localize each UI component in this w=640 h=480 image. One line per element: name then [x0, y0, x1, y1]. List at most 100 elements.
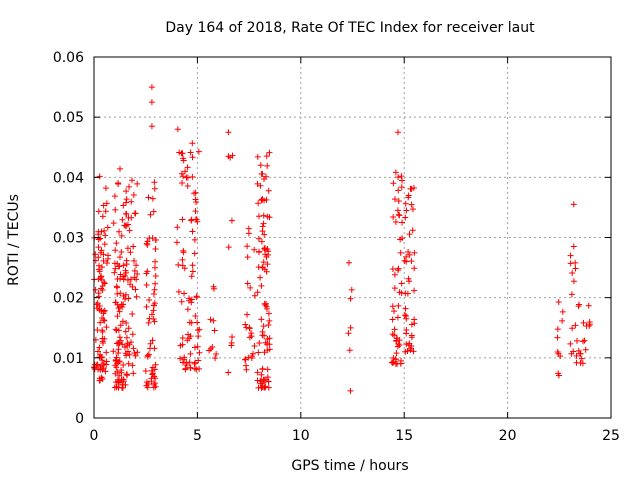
data-point [396, 212, 403, 219]
data-point [123, 320, 130, 327]
data-point [246, 325, 253, 332]
data-point [264, 162, 271, 169]
chart-title: Day 164 of 2018, Rate Of TEC Index for r… [165, 20, 535, 36]
data-point [95, 262, 102, 269]
data-point [260, 212, 267, 219]
data-point [411, 249, 418, 256]
data-point [411, 265, 418, 272]
data-point [188, 296, 195, 303]
data-point [101, 307, 108, 314]
data-point [261, 376, 268, 383]
data-point [193, 294, 200, 301]
data-point [567, 340, 574, 347]
data-point [244, 254, 251, 261]
data-point [255, 213, 262, 220]
data-point [225, 244, 232, 251]
data-point [92, 251, 99, 258]
data-point [229, 152, 236, 159]
data-point [264, 261, 271, 268]
data-point [255, 264, 262, 271]
data-point [117, 322, 124, 329]
data-point [111, 269, 118, 276]
data-point [261, 247, 268, 254]
data-point [131, 210, 138, 217]
data-point [116, 372, 123, 379]
data-point [229, 334, 236, 341]
data-point [115, 263, 122, 270]
data-point [100, 257, 107, 264]
y-tick-label: 0.05 [53, 110, 84, 126]
data-point [179, 262, 186, 269]
data-point [128, 177, 135, 184]
data-point [99, 376, 106, 383]
data-point [265, 248, 272, 255]
data-point [398, 173, 405, 180]
x-axis-label: GPS time / hours [291, 458, 408, 474]
data-point [97, 377, 104, 384]
data-point [582, 346, 589, 353]
data-point [402, 214, 409, 221]
data-point [191, 190, 198, 197]
data-point [189, 154, 196, 161]
data-point [151, 286, 158, 293]
data-point [244, 243, 251, 250]
data-point [194, 218, 201, 225]
data-point [102, 368, 109, 375]
data-point [147, 211, 154, 218]
data-point [133, 262, 140, 269]
data-point [345, 330, 352, 337]
data-point [574, 337, 581, 344]
data-point [148, 311, 155, 318]
data-point [261, 231, 268, 238]
data-point [263, 300, 270, 307]
data-point [391, 285, 398, 292]
data-point [257, 162, 264, 169]
data-point [149, 195, 156, 202]
data-point [128, 198, 135, 205]
data-point [96, 173, 103, 180]
data-point [194, 319, 201, 326]
data-point [194, 343, 201, 350]
y-tick-label: 0.06 [53, 50, 84, 66]
y-tick-label: 0.03 [53, 231, 84, 247]
data-point [145, 351, 152, 358]
data-point [409, 206, 416, 213]
data-point [185, 331, 192, 338]
data-point [567, 252, 574, 259]
data-point [117, 254, 124, 261]
data-point [244, 311, 251, 318]
data-point [254, 369, 261, 376]
data-point [178, 170, 185, 177]
data-point [242, 321, 249, 328]
data-point [554, 334, 561, 341]
data-point [102, 232, 109, 239]
data-point [129, 283, 136, 290]
data-point [188, 217, 195, 224]
data-point [151, 185, 158, 192]
data-point [554, 349, 561, 356]
data-point [130, 192, 137, 199]
data-point [191, 236, 198, 243]
data-point [122, 295, 129, 302]
data-point [123, 334, 130, 341]
data-point [151, 373, 158, 380]
data-point [130, 243, 137, 250]
data-point [245, 230, 252, 237]
data-point [193, 366, 200, 373]
data-point [151, 318, 158, 325]
data-point [150, 307, 157, 314]
data-point [189, 262, 196, 269]
data-point [114, 313, 121, 320]
data-point [184, 164, 191, 171]
data-point [150, 290, 157, 297]
data-point [345, 259, 352, 266]
data-point [115, 340, 122, 347]
data-point [93, 301, 100, 308]
data-point [225, 129, 232, 136]
data-point [210, 317, 217, 324]
data-point [152, 280, 159, 287]
data-point [570, 201, 577, 208]
data-point [247, 284, 254, 291]
data-point [255, 235, 262, 242]
data-point [186, 359, 193, 366]
